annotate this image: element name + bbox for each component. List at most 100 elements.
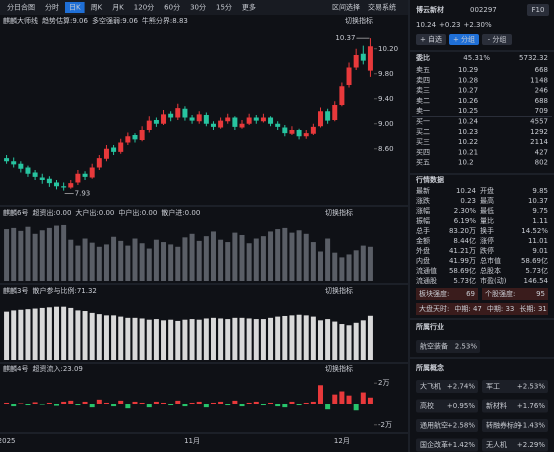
stat-value: 6.19% <box>454 217 477 225</box>
chip-label[interactable]: 高校 <box>420 401 434 410</box>
bar <box>75 310 81 360</box>
stat-label: 最低 <box>480 206 494 215</box>
bar <box>61 401 67 404</box>
legend-item: 大户出:0.00 <box>75 208 114 217</box>
bar <box>275 229 281 281</box>
stat-label: 量比 <box>480 216 494 225</box>
bar <box>32 402 38 404</box>
bar <box>125 245 131 281</box>
tab[interactable]: 月K <box>112 4 124 12</box>
annotation: 10.37 <box>335 34 355 42</box>
candle-body <box>168 113 174 118</box>
candle-body <box>4 158 10 162</box>
button-bg[interactable] <box>482 34 512 45</box>
bar <box>232 232 238 281</box>
bar <box>268 317 274 360</box>
candle-body <box>161 114 167 124</box>
chip-label[interactable]: 大飞机 <box>420 382 441 391</box>
bar <box>310 316 316 360</box>
button-bg[interactable] <box>449 34 479 45</box>
f10-label[interactable]: F10 <box>532 6 545 14</box>
chip-label[interactable]: 转融券标的 <box>486 421 521 430</box>
button[interactable]: + 自选 <box>420 35 442 44</box>
button-bg[interactable] <box>416 34 446 45</box>
candle-body <box>275 123 281 127</box>
stat-value: 146.54 <box>524 277 549 285</box>
bar <box>161 320 167 360</box>
bar <box>203 404 209 408</box>
chip-label[interactable]: 通用航空 <box>420 421 448 430</box>
section-title: 所属行业 <box>416 322 444 331</box>
chip-label[interactable]: 无人机 <box>486 440 507 449</box>
tool-button[interactable]: 交易系统 <box>368 3 396 12</box>
tab[interactable]: 分日合图 <box>7 3 35 12</box>
tab[interactable]: 15分 <box>216 3 232 12</box>
candle-body <box>11 161 17 165</box>
bar <box>61 224 67 281</box>
stat-label: 外盘 <box>416 246 430 255</box>
tab[interactable]: 分时 <box>45 3 59 12</box>
tab[interactable]: 60分 <box>164 3 180 12</box>
bar <box>353 322 359 360</box>
book-volume: 2114 <box>530 138 548 146</box>
chip-label[interactable]: 新材料 <box>486 401 507 410</box>
bar <box>225 404 231 406</box>
strength-label: 个股强度: <box>485 289 515 298</box>
bar <box>39 230 45 281</box>
book-price: 10.25 <box>458 107 478 115</box>
chip[interactable] <box>482 419 548 432</box>
bar <box>125 317 131 360</box>
bar <box>353 404 359 411</box>
chip-label[interactable]: 国企改革 <box>420 440 448 449</box>
tab[interactable]: 日K <box>69 4 81 12</box>
switch-indicator[interactable]: 切换指标 <box>325 286 353 295</box>
chip[interactable] <box>482 438 548 452</box>
tianshi: 长期: 31 <box>519 304 547 313</box>
switch-indicator[interactable]: 切换指标 <box>325 364 353 373</box>
bar <box>189 233 195 281</box>
bar <box>303 402 309 404</box>
button[interactable]: - 分组 <box>488 35 507 44</box>
tab[interactable]: 更多 <box>242 3 256 12</box>
bar <box>196 240 202 281</box>
tool-button[interactable]: 区间选择 <box>332 3 360 12</box>
book-price: 10.22 <box>458 138 478 146</box>
bar <box>18 403 24 404</box>
bar <box>310 242 316 281</box>
stat-label: 跌停 <box>480 246 494 255</box>
bar <box>39 307 45 360</box>
chip[interactable] <box>416 419 478 432</box>
stat-value: 83.20万 <box>449 227 476 235</box>
chip[interactable] <box>416 340 480 353</box>
quote-pct: +2.30% <box>464 21 492 29</box>
section-title: 所属概念 <box>416 363 445 372</box>
bar <box>282 227 288 281</box>
chip[interactable] <box>416 438 478 452</box>
stat-label: 最高 <box>480 196 494 205</box>
tab[interactable]: 120分 <box>134 3 154 12</box>
chip[interactable] <box>416 399 478 413</box>
bar <box>182 319 188 360</box>
quote-change: +0.23 <box>439 21 460 29</box>
chip[interactable] <box>482 399 548 413</box>
legend-item: 散户进:0.00 <box>161 208 200 217</box>
bar <box>168 319 174 360</box>
chip[interactable] <box>482 380 548 393</box>
chip-label[interactable]: 航空装备 <box>420 342 448 351</box>
legend-item: 散户参与比例:71.32 <box>32 286 96 295</box>
tab[interactable]: 周K <box>91 4 103 12</box>
legend-item: 中户出:0.00 <box>118 208 157 217</box>
chip-value: +1.43% <box>517 422 545 430</box>
bar <box>325 404 331 410</box>
switch-indicator[interactable]: 切换指标 <box>325 208 353 217</box>
f10-button[interactable] <box>527 4 549 16</box>
chip-label[interactable]: 军工 <box>486 383 500 391</box>
stat-value: 9.85 <box>532 187 548 195</box>
bar <box>175 246 181 281</box>
button[interactable]: + 分组 <box>453 35 475 44</box>
switch-indicator[interactable]: 切换指标 <box>345 16 373 25</box>
chip[interactable] <box>416 380 478 393</box>
tab[interactable]: 30分 <box>190 3 206 12</box>
stat-value: 0.23 <box>460 197 476 205</box>
